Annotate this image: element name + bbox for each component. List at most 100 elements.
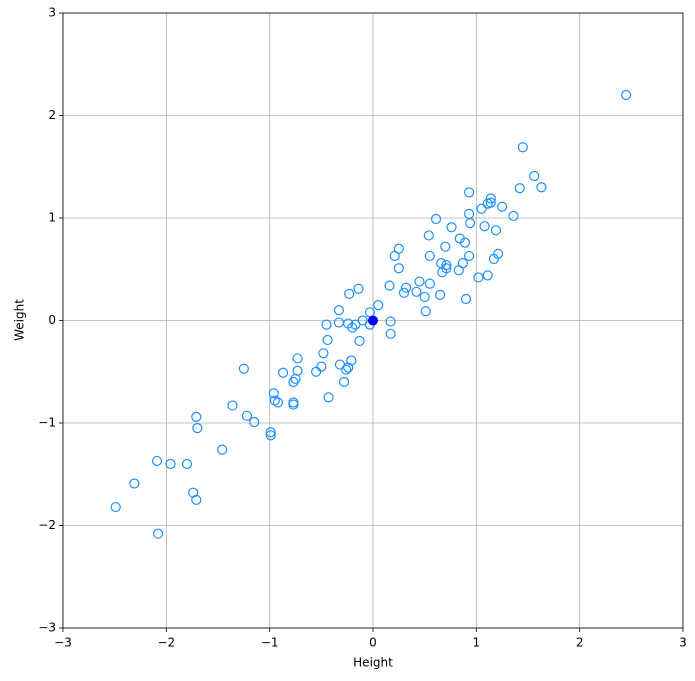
point — [316, 361, 327, 372]
point — [353, 283, 364, 294]
point — [334, 359, 346, 370]
point — [430, 213, 442, 225]
point — [290, 373, 301, 385]
point — [338, 376, 350, 388]
point — [323, 392, 334, 403]
point — [453, 265, 464, 276]
point — [192, 423, 203, 434]
y-tick-label: 0 — [48, 313, 56, 327]
point — [188, 487, 199, 498]
point — [479, 221, 490, 232]
point — [347, 322, 358, 333]
point — [411, 286, 422, 297]
y-axis-label: Weight — [13, 299, 27, 341]
point — [278, 367, 289, 378]
point — [268, 388, 279, 399]
point — [485, 197, 496, 208]
point — [473, 272, 484, 283]
point — [398, 287, 410, 298]
point — [464, 250, 475, 262]
point — [514, 183, 525, 194]
point — [435, 289, 446, 300]
point — [217, 444, 228, 455]
point — [490, 225, 502, 236]
point — [420, 306, 431, 317]
y-tick-label: 2 — [48, 108, 56, 122]
point — [389, 250, 400, 262]
x-tick-label: −2 — [157, 636, 175, 650]
x-axis-label: Height — [353, 656, 393, 670]
point — [497, 201, 508, 212]
point — [476, 203, 487, 214]
y-tick-label: −1 — [38, 416, 56, 430]
point — [488, 253, 499, 265]
point — [536, 182, 547, 193]
point — [437, 267, 448, 278]
point — [292, 365, 303, 376]
point — [440, 241, 451, 252]
x-tick-label: 0 — [369, 636, 377, 650]
point — [333, 305, 344, 316]
point — [288, 376, 299, 388]
point — [621, 89, 632, 101]
point — [459, 237, 471, 248]
point — [265, 430, 276, 441]
point — [424, 278, 435, 289]
point — [385, 316, 396, 327]
point — [110, 501, 121, 513]
point — [354, 335, 365, 347]
point — [311, 366, 322, 377]
point — [151, 455, 163, 467]
x-tick-label: −3 — [54, 636, 72, 650]
point — [344, 288, 355, 299]
point — [292, 353, 303, 364]
point — [424, 250, 435, 262]
point — [269, 395, 280, 406]
point — [227, 400, 238, 411]
x-tick-label: 1 — [473, 636, 481, 650]
point — [288, 397, 299, 408]
point — [419, 291, 430, 303]
highlight-point — [368, 315, 378, 326]
point — [318, 348, 329, 359]
x-tick-label: 3 — [679, 636, 687, 650]
point — [181, 458, 193, 470]
point — [191, 411, 202, 422]
point — [460, 293, 472, 305]
point — [343, 362, 354, 373]
point — [288, 399, 299, 410]
point — [508, 210, 519, 222]
point — [400, 282, 412, 293]
x-tick-label: 2 — [576, 636, 584, 650]
point — [529, 170, 540, 182]
point — [464, 187, 475, 198]
y-tick-label: 3 — [48, 6, 56, 20]
point — [238, 363, 249, 374]
point — [249, 416, 260, 428]
point — [333, 317, 344, 328]
point — [393, 263, 404, 274]
y-tick-label: −2 — [38, 518, 56, 532]
point — [321, 319, 332, 330]
point — [464, 208, 475, 219]
point — [272, 397, 284, 408]
point — [384, 280, 395, 291]
point — [373, 300, 384, 311]
point — [485, 193, 496, 204]
y-tick-label: −3 — [38, 621, 56, 635]
point — [465, 218, 476, 229]
x-tick-label: −1 — [261, 636, 279, 650]
point — [322, 334, 333, 346]
y-tick-label: 1 — [48, 211, 56, 225]
point — [517, 142, 528, 153]
point — [191, 494, 202, 505]
point — [165, 458, 176, 470]
plot-frame — [62, 12, 684, 629]
point — [350, 319, 361, 330]
point — [152, 528, 164, 539]
point — [482, 270, 493, 281]
point — [341, 364, 352, 375]
point — [129, 478, 140, 489]
point — [346, 355, 357, 366]
